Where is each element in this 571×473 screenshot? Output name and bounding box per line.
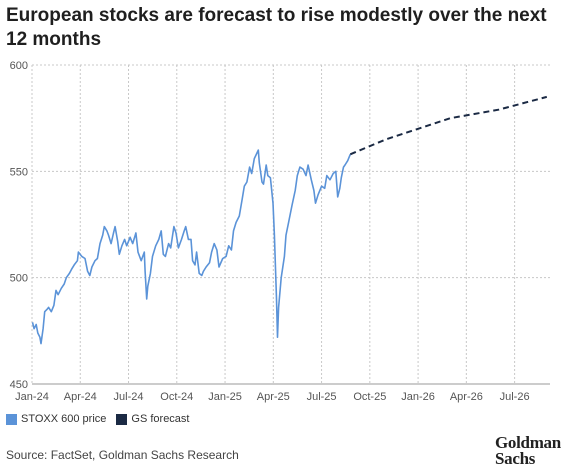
y-tick-label: 450 xyxy=(10,379,28,391)
legend-swatch-forecast xyxy=(116,413,128,425)
x-tick-label: Jul-26 xyxy=(500,391,530,403)
x-tick-label: Apr-26 xyxy=(450,391,483,403)
x-tick-label: Apr-25 xyxy=(257,391,290,403)
legend-label-forecast: GS forecast xyxy=(131,413,190,425)
grid-lines xyxy=(31,64,550,385)
source-note: Source: FactSet, Goldman Sachs Research xyxy=(6,448,239,462)
x-tick-label: Jan-26 xyxy=(401,391,435,403)
x-tick-label: Jul-24 xyxy=(114,391,144,403)
price-line xyxy=(31,149,352,345)
legend-swatch-price xyxy=(6,413,17,425)
forecast-line xyxy=(349,95,548,156)
goldman-sachs-logo: Goldman Sachs xyxy=(495,433,565,468)
series-lines xyxy=(31,95,548,345)
y-tick-label: 500 xyxy=(10,273,28,285)
chart-title: European stocks are forecast to rise mod… xyxy=(6,5,547,50)
x-tick-label: Jul-25 xyxy=(307,391,337,403)
logo-word-1: Goldman xyxy=(495,433,561,452)
logo-word-2: Sachs xyxy=(495,449,536,468)
legend-item-forecast: GS forecast xyxy=(116,413,189,425)
x-tick-label: Jan-25 xyxy=(208,391,242,403)
y-tick-label: 600 xyxy=(10,60,28,72)
y-tick-label: 550 xyxy=(10,166,28,178)
legend-label-price: STOXX 600 price xyxy=(21,413,107,425)
legend-item-price: STOXX 600 price xyxy=(6,413,106,425)
x-tick-label: Apr-24 xyxy=(64,391,97,403)
legend: STOXX 600 price GS forecast xyxy=(6,413,199,425)
x-tick-label: Jan-24 xyxy=(15,391,49,403)
axis-tick-labels: 450 500 550 600 Jan-24 Apr-24 Jul-24 Oct-24 Jan-… xyxy=(10,60,530,403)
x-tick-label: Oct-24 xyxy=(160,391,193,403)
x-tick-label: Oct-25 xyxy=(353,391,386,403)
